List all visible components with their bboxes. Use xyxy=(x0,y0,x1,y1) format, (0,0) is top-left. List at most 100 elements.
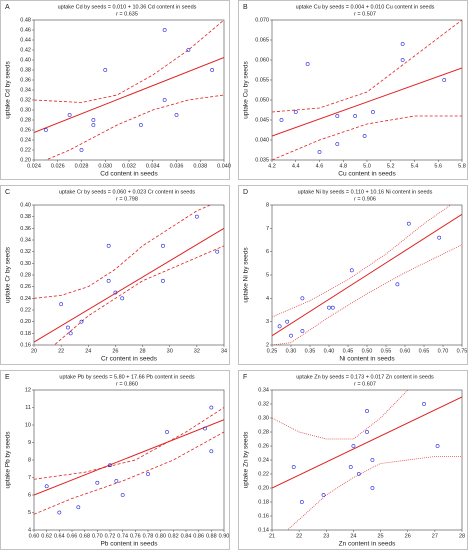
confidence-upper xyxy=(34,205,211,299)
x-tick-label: 28 xyxy=(459,533,465,539)
confidence-upper xyxy=(34,20,224,103)
y-tick-label: 8 xyxy=(266,202,269,208)
plot-content xyxy=(272,20,462,160)
point xyxy=(162,98,167,102)
point xyxy=(114,479,119,483)
point xyxy=(279,118,284,122)
y-tick-label: 0.050 xyxy=(255,97,269,103)
point xyxy=(44,484,49,489)
y-tick-label: 0.26 xyxy=(258,443,269,449)
x-tick-label: 26 xyxy=(112,348,118,354)
y-tick-label: 0.32 xyxy=(20,249,31,255)
y-tick-label: 2 xyxy=(266,342,269,348)
y-tick-label: 0.22 xyxy=(258,471,269,477)
point xyxy=(79,319,84,324)
point xyxy=(108,463,112,468)
x-tick-label: 0.74 xyxy=(117,533,128,539)
y-axis-label: uptake Cr by seeds xyxy=(5,246,12,303)
x-tick-label: 0.034 xyxy=(146,163,160,169)
x-tick-label: 0.028 xyxy=(75,163,89,169)
point xyxy=(209,405,214,410)
x-tick-label: 4.4 xyxy=(292,163,300,169)
point xyxy=(59,302,64,307)
y-tick-label: 0.26 xyxy=(20,127,31,133)
chart-title: uptake Pb by seeds = 5.80 + 17.66 Pb con… xyxy=(59,374,194,380)
y-tick-label: 0.22 xyxy=(20,307,31,313)
panel-letter: B xyxy=(243,4,248,11)
point xyxy=(442,78,447,82)
x-tick-label: 0.032 xyxy=(122,163,136,169)
x-axis-label: Cd content in seeds xyxy=(100,171,158,178)
y-tick-label: 11 xyxy=(25,405,31,411)
y-tick-label: 0.36 xyxy=(20,77,31,83)
x-tick-label: 0.75 xyxy=(457,348,468,354)
y-tick-label: 10 xyxy=(25,422,31,428)
point xyxy=(209,449,214,454)
x-tick-label: 0.66 xyxy=(67,533,78,539)
point xyxy=(120,493,125,497)
point xyxy=(353,114,358,118)
x-tick-label: 0.88 xyxy=(206,533,217,539)
chart-title: uptake Cu by seeds = 0.004 + 0.010 Cu co… xyxy=(296,4,435,10)
chart-title: uptake Ni by seeds = 0.110 + 10.16 Ni co… xyxy=(298,189,433,195)
y-tick-label: 12 xyxy=(25,387,31,393)
y-tick-label: 0.070 xyxy=(255,17,269,23)
x-tick-label: 0.86 xyxy=(193,533,204,539)
regression-line xyxy=(34,227,224,343)
panel-letter: E xyxy=(5,374,10,381)
point xyxy=(300,296,305,301)
y-tick-label: 0.045 xyxy=(255,117,269,123)
y-tick-label: 0.24 xyxy=(20,137,31,143)
panel-letter: C xyxy=(5,189,10,196)
y-tick-label: 0.32 xyxy=(258,401,269,407)
chart-subtitle: r = 0.607 xyxy=(354,381,376,387)
y-tick-label: 4 xyxy=(28,527,31,533)
y-tick-label: 0.14 xyxy=(258,527,269,533)
y-tick-label: 8 xyxy=(28,457,31,463)
x-tick-label: 0.40 xyxy=(324,348,335,354)
point xyxy=(79,148,84,152)
point xyxy=(165,430,169,434)
y-tick-label: 3 xyxy=(266,319,269,325)
x-tick-label: 25 xyxy=(378,533,384,539)
point xyxy=(327,305,331,310)
point xyxy=(362,134,367,138)
point xyxy=(68,331,73,336)
y-tick-label: 0.34 xyxy=(258,387,269,393)
x-tick-label: 0.90 xyxy=(219,533,230,539)
y-tick-label: 0.40 xyxy=(20,202,31,208)
y-tick-label: 0.16 xyxy=(258,513,269,519)
y-tick-label: 0.34 xyxy=(20,237,31,243)
x-tick-label: 0.78 xyxy=(143,533,154,539)
plot-content xyxy=(34,205,224,345)
x-tick-label: 5.0 xyxy=(363,163,371,169)
x-tick-label: 0.030 xyxy=(98,163,112,169)
regression-line xyxy=(272,213,462,337)
y-tick-label: 0.42 xyxy=(20,47,31,53)
y-tick-label: 0.48 xyxy=(20,17,31,23)
chart-subtitle: r = 0.860 xyxy=(116,381,138,387)
confidence-lower xyxy=(44,94,224,160)
point xyxy=(370,486,375,490)
y-axis-label: uptake Cd by seeds xyxy=(5,61,12,119)
y-tick-label: 0.40 xyxy=(20,57,31,63)
point xyxy=(103,68,108,72)
y-tick-label: 0.30 xyxy=(20,107,31,113)
chart-title: uptake Zn by seeds = 0.173 + 0.017 Zn co… xyxy=(296,374,434,380)
x-tick-label: 22 xyxy=(58,348,64,354)
panel-frame xyxy=(238,370,468,550)
point xyxy=(43,128,48,132)
x-axis-label: Pb content in seeds xyxy=(100,541,158,548)
x-tick-label: 21 xyxy=(269,533,275,539)
x-tick-label: 0.64 xyxy=(54,533,65,539)
chart-subtitle: r = 0.906 xyxy=(354,196,376,202)
x-tick-label: 4.2 xyxy=(268,163,276,169)
point xyxy=(138,123,143,127)
y-tick-label: 6 xyxy=(28,492,31,498)
point xyxy=(365,430,369,434)
x-tick-label: 0.76 xyxy=(130,533,141,539)
